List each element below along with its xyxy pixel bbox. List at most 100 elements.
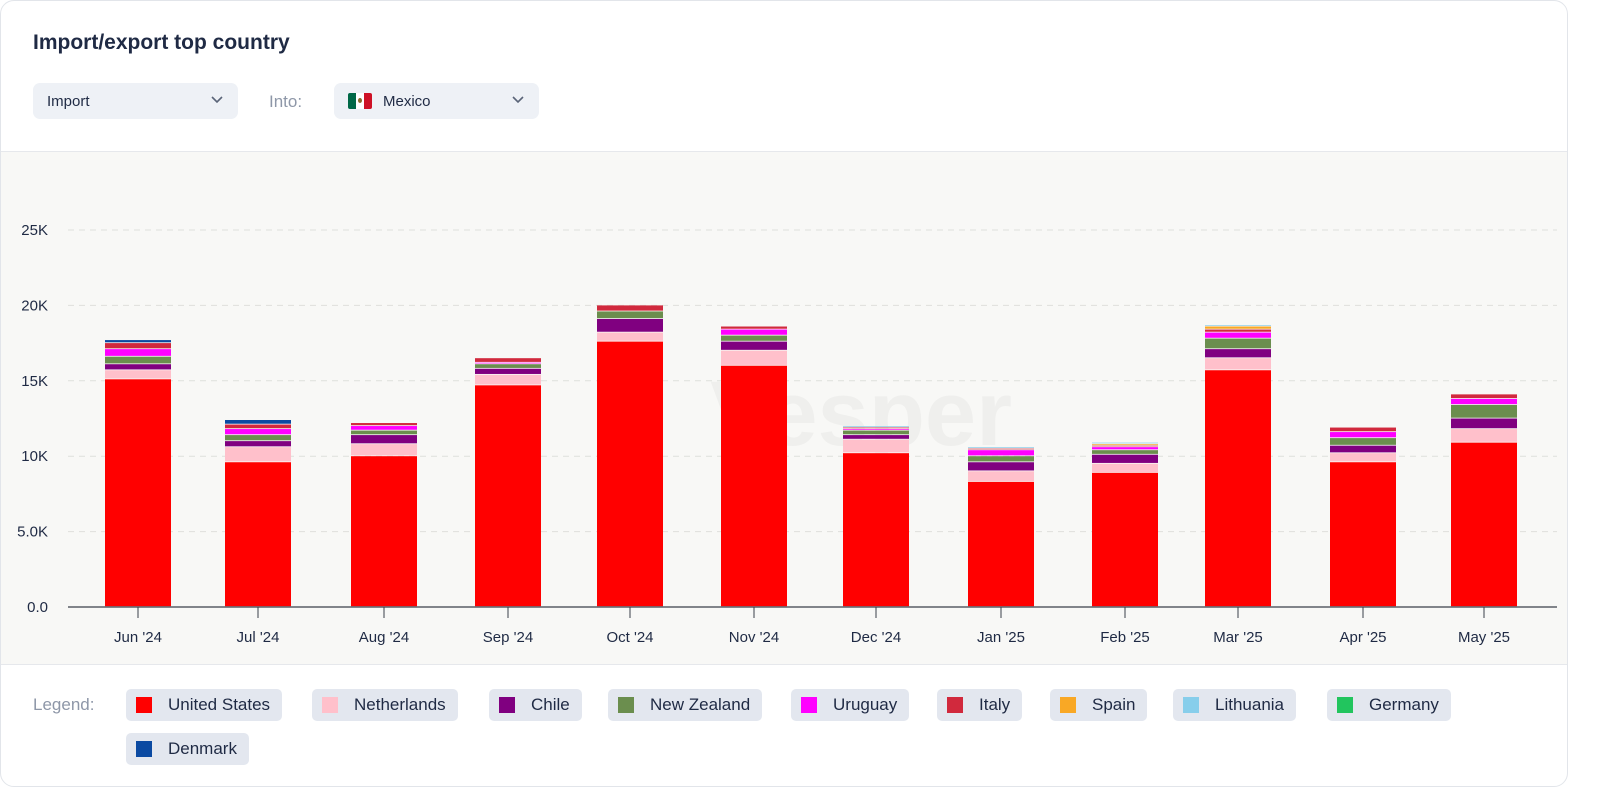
bar-segment-chile xyxy=(225,441,291,447)
bar-segment-lithuania xyxy=(968,447,1034,448)
mexico-flag-icon xyxy=(348,93,372,109)
x-tick-label: Jun '24 xyxy=(114,629,162,646)
legend-item-denmark[interactable]: Denmark xyxy=(126,733,249,765)
bar-segment-chile xyxy=(721,341,787,350)
bar-segment-netherlands xyxy=(1205,358,1271,370)
y-tick-label: 0.0 xyxy=(27,599,48,616)
bar-segment-new-zealand xyxy=(105,356,171,364)
chevron-down-icon xyxy=(211,96,223,104)
bar-segment-chile xyxy=(351,435,417,444)
legend-item-lithuania[interactable]: Lithuania xyxy=(1173,689,1297,721)
bar-segment-new-zealand xyxy=(968,456,1034,462)
bar-segment-united-states xyxy=(1451,442,1517,607)
bar-segment-italy xyxy=(1451,394,1517,399)
legend-swatch xyxy=(322,697,338,713)
legend-item-chile[interactable]: Chile xyxy=(489,689,582,721)
bar-segment-united-states xyxy=(1092,472,1158,607)
legend-item-netherlands[interactable]: Netherlands xyxy=(312,689,458,721)
bar-segment-uruguay xyxy=(1451,398,1517,405)
bar-segment-spain xyxy=(1205,326,1271,329)
legend-swatch xyxy=(136,741,152,757)
x-tick-label: Jul '24 xyxy=(237,629,280,646)
bar-segment-italy xyxy=(968,448,1034,450)
bar-segment-new-zealand xyxy=(1205,338,1271,349)
legend-item-spain[interactable]: Spain xyxy=(1050,689,1148,721)
x-tick-label: Aug '24 xyxy=(359,629,409,646)
legend-item-label: Chile xyxy=(531,695,570,714)
bar-segment-new-zealand xyxy=(843,430,909,435)
bar-segment-chile xyxy=(1205,349,1271,358)
y-tick-label: 15K xyxy=(21,373,48,390)
bar-segment-united-states xyxy=(1205,370,1271,607)
bar-segment-italy xyxy=(351,423,417,426)
bar-segment-uruguay xyxy=(721,329,787,335)
bar-segment-united-states xyxy=(968,481,1034,607)
legend-label: Legend: xyxy=(33,695,95,714)
legend-item-new-zealand[interactable]: New Zealand xyxy=(608,689,763,721)
x-tick-label: Apr '25 xyxy=(1339,629,1386,646)
bar-segment-new-zealand xyxy=(225,435,291,441)
into-label: Into: xyxy=(269,92,303,111)
y-tick-label: 10K xyxy=(21,448,48,465)
bar-segment-new-zealand xyxy=(351,430,417,435)
legend-item-uruguay[interactable]: Uruguay xyxy=(791,689,910,721)
country-select[interactable]: Mexico xyxy=(334,83,539,119)
bar-segment-netherlands xyxy=(105,370,171,379)
card-title: Import/export top country xyxy=(33,31,290,54)
x-tick-label: Dec '24 xyxy=(851,629,901,646)
x-tick-label: Jan '25 xyxy=(977,629,1025,646)
bar-segment-netherlands xyxy=(721,350,787,365)
bar-segment-uruguay xyxy=(105,349,171,356)
legend-item-united-states[interactable]: United States xyxy=(126,689,283,721)
chevron-down-icon xyxy=(512,96,524,104)
bar-segment-new-zealand xyxy=(1451,404,1517,418)
bar-segment-uruguay xyxy=(225,429,291,435)
flow-select[interactable]: Import xyxy=(33,83,238,119)
bar-segment-lithuania xyxy=(1092,442,1158,444)
bar-segment-chile xyxy=(843,435,909,439)
bar-segment-uruguay xyxy=(843,429,909,430)
bar-segment-netherlands xyxy=(597,332,663,341)
x-tick-label: Feb '25 xyxy=(1100,629,1150,646)
bar-segment-new-zealand xyxy=(1330,438,1396,445)
bar-segment-new-zealand xyxy=(597,311,663,319)
bar-segment-uruguay xyxy=(1092,447,1158,450)
bar-segment-chile xyxy=(597,318,663,332)
bar-segment-italy xyxy=(1330,427,1396,432)
legend-swatch xyxy=(801,697,817,713)
country-select-value: Mexico xyxy=(383,92,431,110)
flow-select-value: Import xyxy=(47,92,90,110)
bar-segment-italy xyxy=(721,326,787,329)
legend-item-label: Italy xyxy=(979,695,1011,714)
bar-segment-uruguay xyxy=(475,362,541,364)
flag-emblem xyxy=(358,98,362,103)
bar-segment-lithuania xyxy=(843,426,909,427)
legend-item-italy[interactable]: Italy xyxy=(937,689,1023,721)
legend-swatch xyxy=(1337,697,1353,713)
bar-segment-united-states xyxy=(721,365,787,607)
bar-segment-netherlands xyxy=(843,439,909,453)
bar-segment-netherlands xyxy=(968,471,1034,482)
legend-swatch xyxy=(136,697,152,713)
bar-segment-italy xyxy=(843,427,909,429)
legend-item-germany[interactable]: Germany xyxy=(1327,689,1451,721)
bar-segment-netherlands xyxy=(225,447,291,462)
legend-item-label: Lithuania xyxy=(1215,695,1285,714)
legend-swatch xyxy=(1060,697,1076,713)
bar-segment-united-states xyxy=(225,462,291,607)
bar-segment-netherlands xyxy=(1330,453,1396,462)
chart-card: Import/export top country Import Into: M… xyxy=(0,0,1568,787)
bar-segment-united-states xyxy=(475,385,541,607)
x-tick-label: May '25 xyxy=(1458,629,1510,646)
bar-segment-chile xyxy=(105,364,171,370)
x-tick-label: Nov '24 xyxy=(729,629,779,646)
y-tick-label: 20K xyxy=(21,297,48,314)
bar-segment-netherlands xyxy=(1092,463,1158,472)
bar-segment-new-zealand xyxy=(1092,450,1158,454)
bar-segment-uruguay xyxy=(1205,332,1271,338)
bar-segment-chile xyxy=(1092,454,1158,463)
legend-item-label: Denmark xyxy=(168,739,237,758)
bar-segment-italy xyxy=(475,358,541,362)
bar-segment-denmark xyxy=(105,340,171,343)
